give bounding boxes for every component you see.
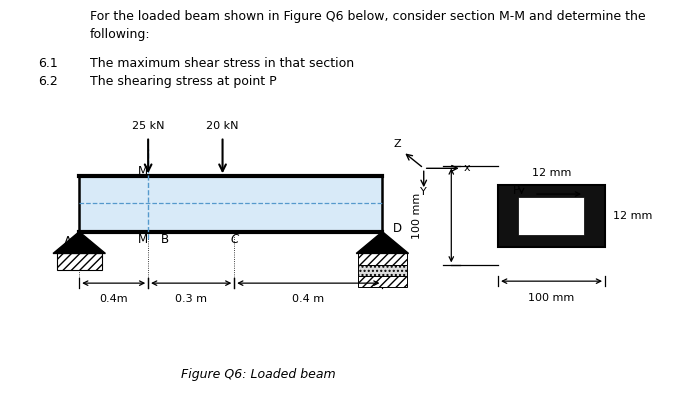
Text: D: D [393,223,402,235]
Bar [79,176,382,232]
Bar [56,253,102,270]
Text: P: P [513,184,520,196]
Text: following:: following: [90,28,150,41]
Bar [358,276,407,287]
Polygon shape [53,232,105,253]
Bar [497,185,605,246]
Text: 12 mm: 12 mm [531,168,571,178]
Text: 0.3 m: 0.3 m [175,294,207,304]
Text: Y: Y [420,187,427,197]
Polygon shape [356,232,409,253]
Text: Figure Q6: Loaded beam: Figure Q6: Loaded beam [181,368,336,381]
Text: 12 mm: 12 mm [613,211,652,221]
Text: The maximum shear stress in that section: The maximum shear stress in that section [90,57,353,70]
Text: Z: Z [393,139,402,149]
Bar [358,265,407,276]
Text: The shearing stress at point P: The shearing stress at point P [90,75,276,88]
Text: For the loaded beam shown in Figure Q6 below, consider section M-M and determine: For the loaded beam shown in Figure Q6 b… [90,10,645,23]
Text: M: M [138,165,148,177]
Text: 0.4 m: 0.4 m [292,294,325,304]
Text: 100 mm: 100 mm [528,293,575,303]
Bar [358,253,407,265]
Text: x: x [464,163,471,173]
Text: 0.4m: 0.4m [99,294,128,304]
Text: 6.1: 6.1 [38,57,58,70]
Text: 20 kN: 20 kN [206,121,239,131]
Text: M: M [138,234,148,246]
Text: C: C [230,234,238,246]
Text: 25 kN: 25 kN [132,121,165,131]
Bar [519,197,584,234]
Text: 6.2: 6.2 [38,75,58,88]
Text: A: A [63,235,72,248]
Text: B: B [161,234,169,246]
Text: 100 mm: 100 mm [412,192,422,238]
